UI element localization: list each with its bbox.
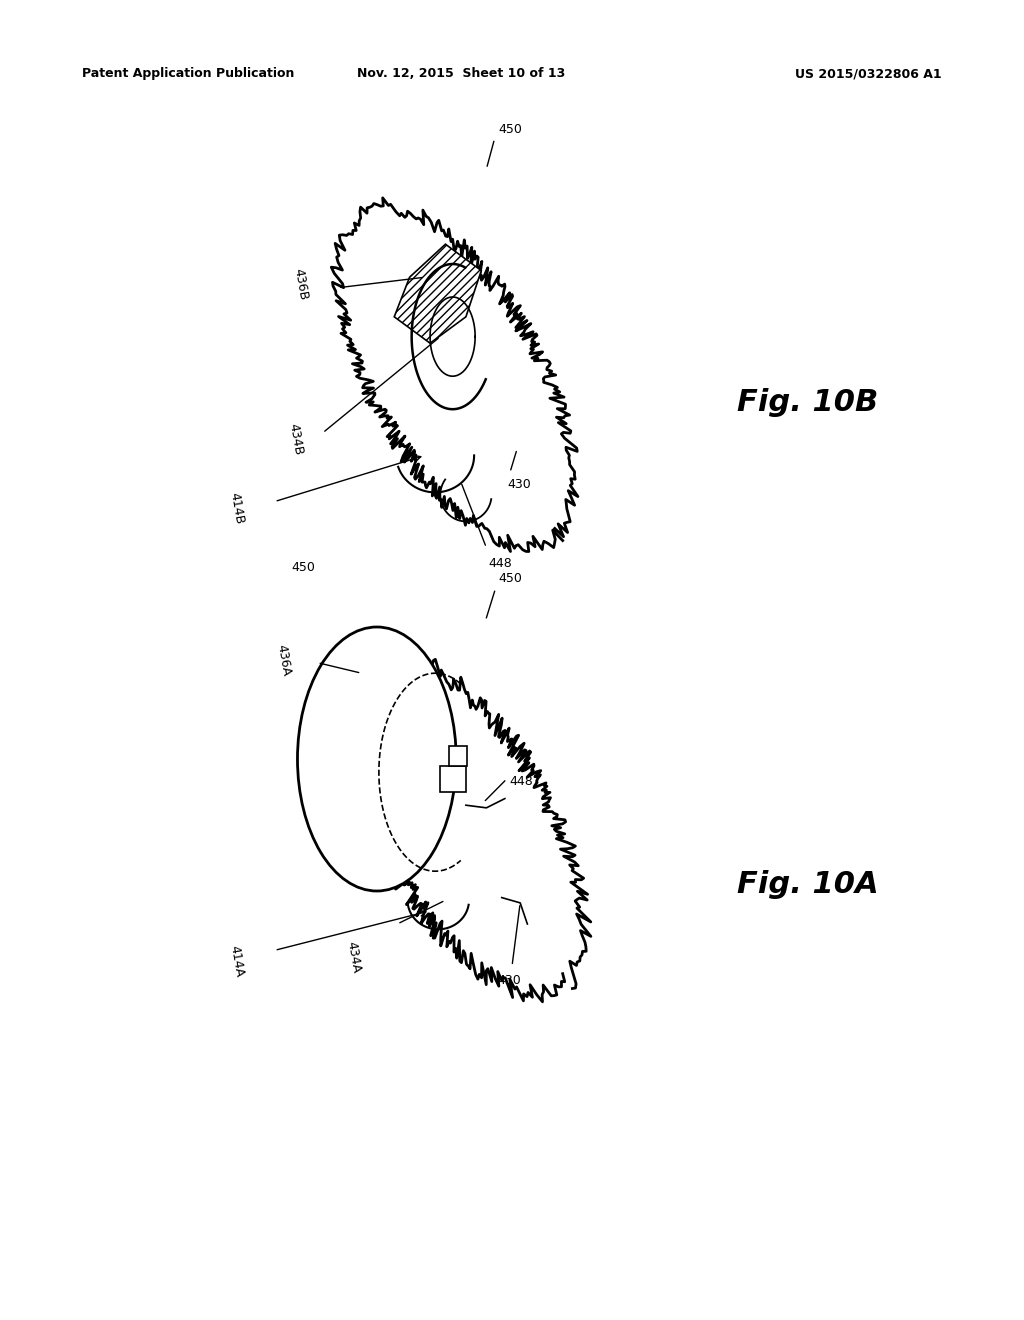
Text: 430: 430 xyxy=(507,478,530,491)
Text: Patent Application Publication: Patent Application Publication xyxy=(82,67,294,81)
Text: Nov. 12, 2015  Sheet 10 of 13: Nov. 12, 2015 Sheet 10 of 13 xyxy=(356,67,565,81)
FancyBboxPatch shape xyxy=(440,766,466,792)
Text: 448: 448 xyxy=(488,557,512,570)
Text: 430: 430 xyxy=(497,974,521,987)
Polygon shape xyxy=(394,244,481,343)
Text: 434A: 434A xyxy=(344,940,362,974)
Text: Fig. 10A: Fig. 10A xyxy=(737,870,879,899)
Ellipse shape xyxy=(297,627,457,891)
Text: 434B: 434B xyxy=(287,422,305,457)
Text: US 2015/0322806 A1: US 2015/0322806 A1 xyxy=(796,67,942,81)
Text: 450: 450 xyxy=(292,561,315,574)
FancyBboxPatch shape xyxy=(449,746,467,766)
Text: 448: 448 xyxy=(509,775,532,788)
Text: Fig. 10B: Fig. 10B xyxy=(737,388,879,417)
Text: 450: 450 xyxy=(499,572,522,585)
Polygon shape xyxy=(342,647,591,1002)
Text: 414A: 414A xyxy=(227,944,246,978)
Text: 450: 450 xyxy=(499,123,522,136)
Text: 414B: 414B xyxy=(227,491,246,525)
Text: 436A: 436A xyxy=(274,643,293,677)
Text: 436B: 436B xyxy=(292,267,310,301)
Polygon shape xyxy=(332,198,578,552)
